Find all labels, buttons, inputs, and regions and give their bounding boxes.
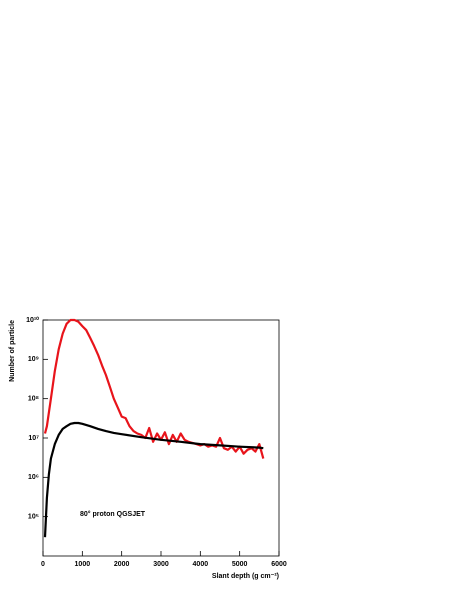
y-tick-label: 10⁵ (28, 514, 39, 521)
series-line (43, 421, 264, 538)
x-tick-label: 6000 (271, 561, 287, 568)
x-tick-label: 0 (41, 561, 45, 568)
series-line (43, 318, 265, 459)
x-tick-label: 1000 (75, 561, 91, 568)
y-tick-label: 10⁶ (28, 474, 39, 481)
x-tick-label: 3000 (153, 561, 169, 568)
y-tick-label: 10⁸ (28, 396, 39, 403)
x-axis-label: Slant depth (g cm⁻²) (212, 573, 279, 580)
y-tick-label: 10⁹ (28, 356, 39, 363)
y-tick-label: 10¹⁰ (26, 316, 39, 324)
x-tick-label: 2000 (114, 561, 130, 568)
y-axis-label: Number of particle (9, 320, 16, 382)
x-tick-label: 4000 (193, 561, 209, 568)
x-tick-label: 5000 (232, 561, 248, 568)
y-tick-label: 10⁷ (28, 435, 39, 442)
annotation: 80° proton QGSJET (80, 510, 146, 518)
